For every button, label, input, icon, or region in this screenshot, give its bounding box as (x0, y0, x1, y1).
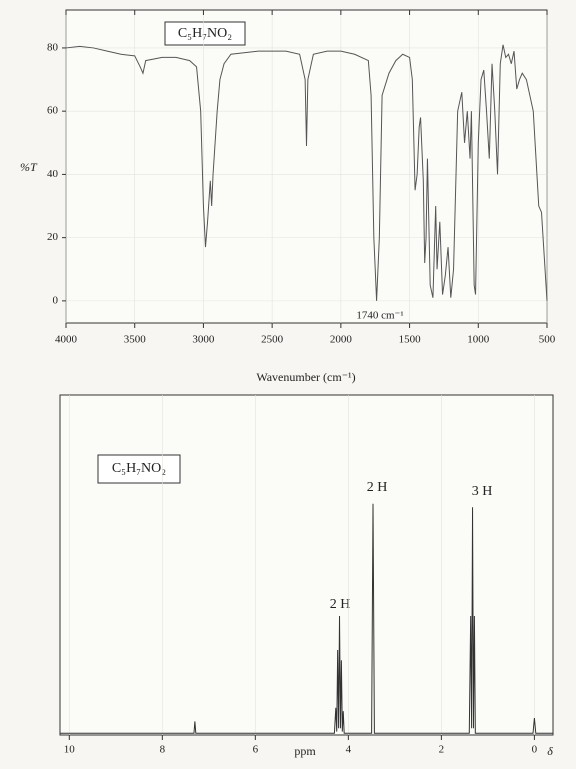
y-tick-label: 80 (47, 41, 59, 53)
x-axis-symbol: δ (547, 744, 553, 758)
y-tick-label: 40 (47, 168, 59, 180)
y-tick-label: 60 (47, 105, 59, 117)
chart-title: C₅H₇NO₂ (178, 26, 232, 41)
x-tick-label: 2500 (261, 334, 284, 346)
y-tick-label: 0 (53, 294, 59, 306)
x-tick-label: 2 (439, 744, 445, 756)
integration-label: 3 H (472, 484, 493, 499)
x-tick-label: 1000 (467, 334, 490, 346)
x-tick-label: 10 (64, 744, 76, 756)
annotation: 1740 cm⁻¹ (356, 310, 403, 322)
spectrum-line (65, 44, 548, 301)
x-axis-label: Wavenumber (cm⁻¹) (256, 370, 355, 384)
integration-label: 2 H (330, 597, 351, 612)
y-axis-label: %T (20, 160, 38, 174)
x-tick-label: 3500 (124, 334, 147, 346)
formula-box (164, 21, 246, 46)
formula-box (97, 454, 181, 484)
x-tick-label: 4000 (55, 334, 78, 346)
x-axis-label: ppm (294, 744, 316, 758)
nmr-frame (59, 394, 554, 736)
chart-title: C₅H₇NO₂ (112, 461, 166, 476)
ir-frame (65, 9, 548, 324)
x-tick-label: 1500 (399, 334, 422, 346)
x-tick-label: 4 (346, 744, 352, 756)
x-tick-label: 0 (532, 744, 538, 756)
x-tick-label: 3000 (192, 334, 215, 346)
x-tick-label: 6 (253, 744, 259, 756)
x-tick-label: 8 (160, 744, 166, 756)
integration-label: 2 H (367, 480, 388, 495)
x-tick-label: 2000 (330, 334, 353, 346)
spectrum-line (60, 503, 553, 734)
y-tick-label: 20 (47, 231, 59, 243)
x-tick-label: 500 (539, 334, 556, 346)
